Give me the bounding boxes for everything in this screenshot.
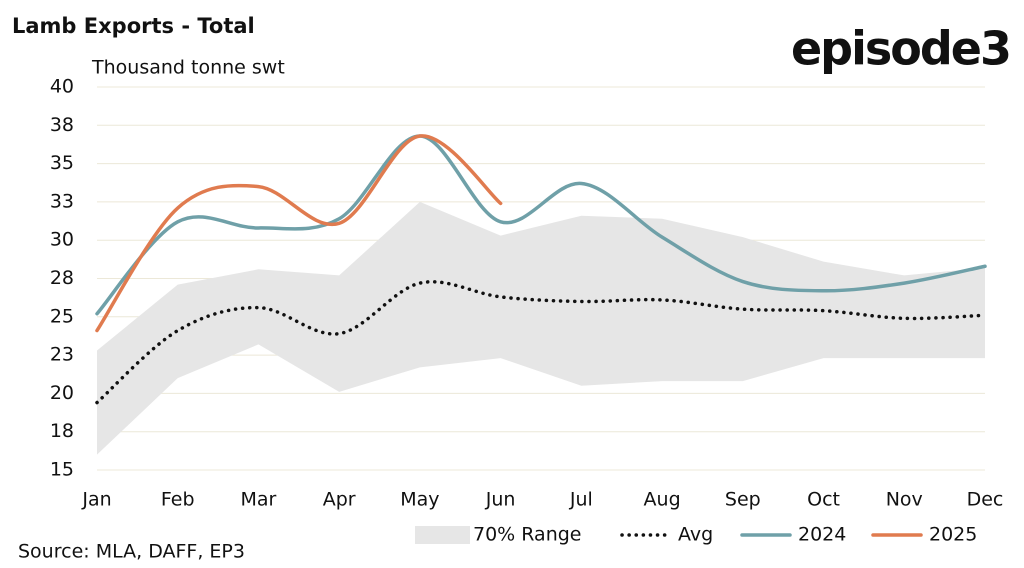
- source-note: Source: MLA, DAFF, EP3: [18, 541, 245, 563]
- chart-subtitle: Thousand tonne swt: [91, 57, 285, 79]
- y-tick-label: 20: [50, 382, 74, 404]
- x-tick-label: Jul: [569, 489, 593, 511]
- y-tick-label: 23: [50, 344, 74, 366]
- y-tick-label: 35: [50, 152, 74, 174]
- y-tick-label: 25: [50, 305, 74, 327]
- x-tick-label: Nov: [886, 489, 923, 511]
- y-tick-label: 33: [50, 190, 74, 212]
- legend-label: Avg: [678, 524, 713, 546]
- x-tick-label: Jan: [81, 489, 111, 511]
- x-tick-label: Sep: [725, 489, 761, 511]
- range-band: [97, 201, 985, 455]
- series-line: [95, 134, 503, 333]
- legend-label: 2025: [929, 524, 977, 546]
- x-tick-label: May: [400, 489, 439, 511]
- y-tick-label: 30: [50, 229, 74, 251]
- legend-label: 2024: [798, 524, 846, 546]
- x-tick-label: Oct: [807, 489, 840, 511]
- x-tick-label: Feb: [161, 489, 195, 511]
- x-tick-label: Jun: [485, 489, 516, 511]
- y-tick-label: 15: [50, 459, 74, 481]
- y-tick-label: 40: [50, 76, 74, 98]
- series-line: [95, 134, 987, 316]
- x-tick-label: Apr: [323, 489, 356, 511]
- brand-logo: episode3: [791, 22, 1010, 76]
- x-tick-label: Mar: [241, 489, 277, 511]
- x-tick-label: Dec: [967, 489, 1004, 511]
- y-tick-label: 38: [50, 114, 74, 136]
- avg-line: [95, 280, 987, 405]
- chart-title: Lamb Exports - Total: [12, 14, 255, 38]
- y-tick-label: 18: [50, 420, 74, 442]
- legend-label: 70% Range: [473, 524, 582, 546]
- legend-swatch: [415, 526, 470, 544]
- y-tick-label: 28: [50, 267, 74, 289]
- x-tick-label: Aug: [644, 489, 681, 511]
